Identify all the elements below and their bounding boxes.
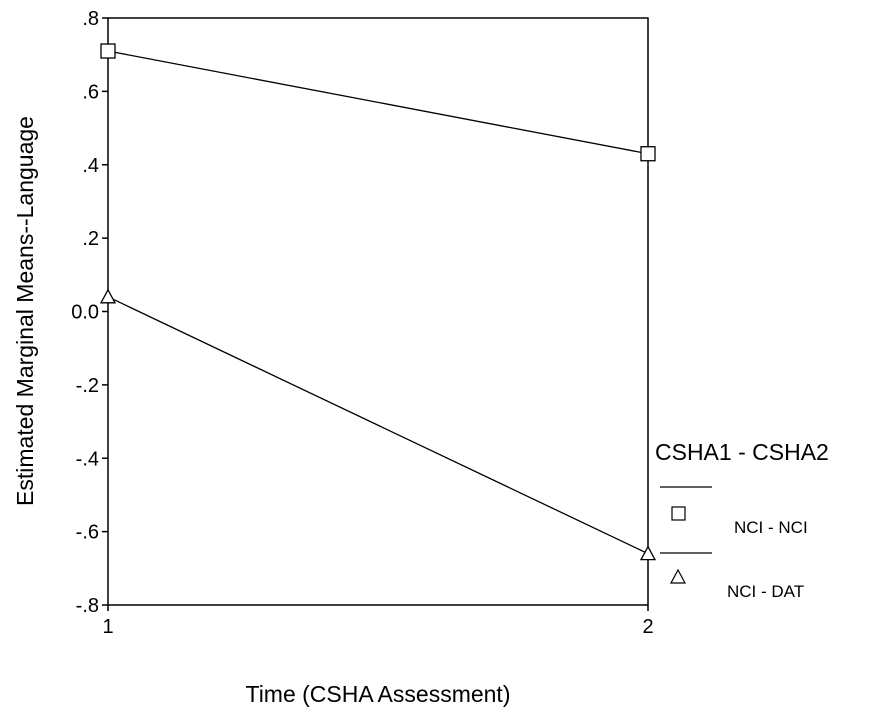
- legend-label-nci-dat: NCI - DAT: [727, 582, 804, 601]
- data-point-triangle: [639, 545, 657, 561]
- y-tick-label: -.6: [76, 522, 99, 544]
- x-axis-title: Time (CSHA Assessment): [246, 681, 511, 707]
- legend-marker-triangle: [669, 568, 687, 584]
- data-point-triangle: [99, 288, 117, 304]
- x-tick-label: 1: [102, 616, 113, 638]
- y-axis-title: Estimated Marginal Means--Language: [12, 116, 38, 506]
- series-line-1: [107, 296, 649, 555]
- series-layer: [99, 43, 657, 561]
- data-point-square: [640, 146, 656, 162]
- y-tick-label: -.4: [76, 448, 99, 470]
- y-tick-label: .8: [82, 8, 99, 30]
- x-tick-label: 2: [642, 616, 653, 638]
- y-tick-label: -.8: [76, 595, 99, 617]
- data-point-square: [100, 43, 116, 59]
- legend: CSHA1 - CSHA2 NCI - NCI NCI - DAT: [655, 439, 829, 601]
- legend-title: CSHA1 - CSHA2: [655, 439, 829, 465]
- y-tick-label: 0.0: [71, 302, 99, 324]
- legend-label-nci-nci: NCI - NCI: [734, 518, 808, 537]
- y-axis: .8 .6 .4 .2 0.0 -.2 -.4 -.6 -.8: [71, 8, 108, 617]
- legend-marker-square: [671, 506, 686, 521]
- y-tick-label: -.2: [76, 375, 99, 397]
- y-tick-label: .4: [82, 155, 99, 177]
- y-tick-label: .6: [82, 81, 99, 103]
- series-line-0: [107, 50, 649, 155]
- plot-frame: [107, 17, 649, 606]
- y-tick-label: .2: [82, 228, 99, 250]
